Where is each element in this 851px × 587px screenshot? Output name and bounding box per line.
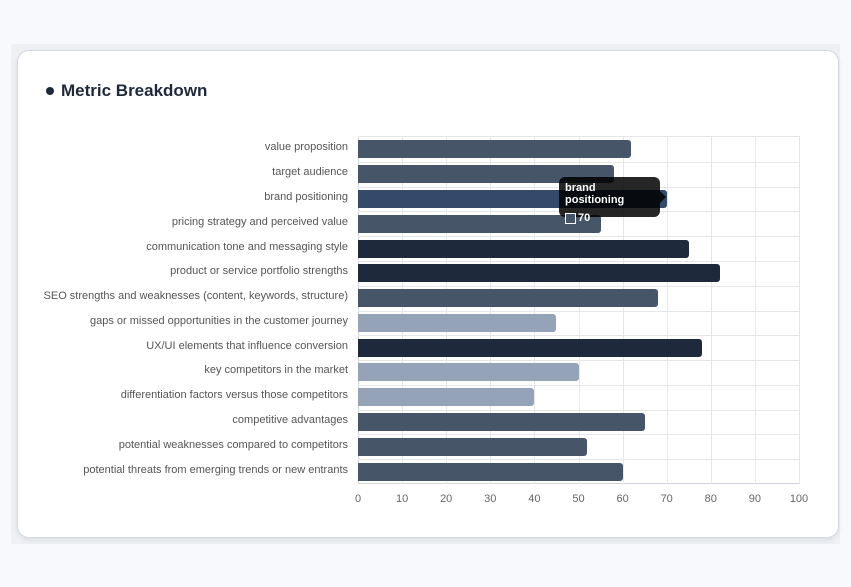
metric-breakdown-card: Metric Breakdown value proposition target… [17, 50, 839, 538]
y-category-label: gaps or missed opportunities in the cust… [89, 314, 348, 327]
bar-potential-weaknesses-compared-to-competitors[interactable] [358, 437, 588, 456]
y-category-label: brand positioning [264, 190, 348, 203]
x-tick-label: 60 [616, 493, 629, 505]
y-category-label: target audience [272, 166, 348, 179]
bar-gaps-or-missed-opportunities-in-the-customer-journey[interactable] [358, 313, 557, 332]
x-tick-label: 20 [440, 493, 453, 505]
card-title: Metric Breakdown [61, 81, 208, 100]
horizontal-grid-line [358, 161, 799, 163]
bar-differentiation-factors-versus-those-competitors[interactable] [358, 388, 535, 407]
x-tick-label: 100 [789, 493, 809, 505]
y-category-label: communication tone and messaging style [146, 240, 348, 253]
y-category-label: differentiation factors versus those com… [120, 389, 348, 402]
horizontal-grid-line [358, 384, 799, 386]
x-tick-label: 30 [484, 493, 497, 505]
y-category-label: value proposition [264, 141, 348, 154]
card-header: Metric Breakdown [46, 81, 207, 101]
horizontal-grid-line [358, 335, 799, 337]
horizontal-grid-line [358, 459, 799, 461]
bullet-dot-icon [46, 87, 54, 95]
bar-key-competitors-in-the-market[interactable] [358, 363, 579, 382]
y-category-label: potential threats from emerging trends o… [83, 463, 348, 476]
x-tick-label: 40 [528, 493, 541, 505]
x-tick-label: 90 [748, 493, 762, 505]
tooltip-title: brand positioning [565, 182, 625, 206]
horizontal-grid-line [358, 409, 799, 411]
y-category-label: pricing strategy and perceived value [171, 215, 348, 228]
bar-chart-plot [358, 136, 800, 484]
x-tick-label: 10 [395, 493, 409, 505]
bar-product-or-service-portfolio-strengths[interactable] [358, 264, 720, 283]
tooltip-color-swatch-icon [565, 212, 576, 224]
horizontal-grid-line [358, 260, 799, 262]
bar-communication-tone-and-messaging-style[interactable] [358, 239, 689, 258]
chart-tooltip: brand positioning 70 [559, 177, 666, 224]
bar-ux-ui-elements-that-influence-conversion[interactable] [358, 338, 702, 357]
y-category-label: potential weaknesses compared to competi… [118, 438, 348, 451]
bar-potential-threats-from-emerging-trends-or-new-entrants[interactable] [358, 462, 623, 481]
tooltip-value: 70 [578, 212, 591, 224]
y-category-label: product or service portfolio strengths [170, 265, 348, 278]
horizontal-grid-line [358, 360, 799, 362]
x-tick-label: 0 [354, 493, 362, 505]
bar-target-audience[interactable] [358, 165, 614, 184]
x-tick-label: 70 [660, 493, 673, 505]
x-tick-label: 50 [572, 493, 585, 505]
y-category-label: SEO strengths and weaknesses (content, k… [43, 290, 348, 303]
y-category-label: competitive advantages [232, 414, 348, 427]
bar-seo-strengths-and-weaknesses-content-keywords-structure[interactable] [358, 289, 658, 308]
horizontal-grid-line [358, 434, 799, 436]
y-category-label: UX/UI elements that influence conversion [146, 339, 348, 352]
bar-value-proposition[interactable] [358, 140, 632, 159]
horizontal-grid-line [358, 236, 799, 238]
horizontal-grid-line [358, 310, 799, 312]
horizontal-grid-line [358, 285, 799, 287]
bar-competitive-advantages[interactable] [358, 413, 645, 432]
x-tick-label: 80 [704, 493, 717, 505]
bar-pricing-strategy-and-perceived-value[interactable] [358, 214, 601, 233]
y-category-label: key competitors in the market [204, 364, 348, 377]
